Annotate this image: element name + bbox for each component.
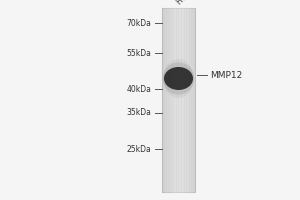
Ellipse shape bbox=[163, 62, 194, 95]
Ellipse shape bbox=[163, 59, 194, 98]
Text: Human heart: Human heart bbox=[175, 0, 217, 6]
Text: 35kDa: 35kDa bbox=[127, 108, 152, 117]
Text: 40kDa: 40kDa bbox=[127, 84, 152, 94]
Text: 55kDa: 55kDa bbox=[127, 48, 152, 58]
Text: 25kDa: 25kDa bbox=[127, 144, 152, 154]
FancyBboxPatch shape bbox=[162, 8, 195, 192]
Text: 70kDa: 70kDa bbox=[127, 19, 152, 27]
Ellipse shape bbox=[164, 67, 193, 90]
Text: MMP12: MMP12 bbox=[210, 71, 242, 79]
